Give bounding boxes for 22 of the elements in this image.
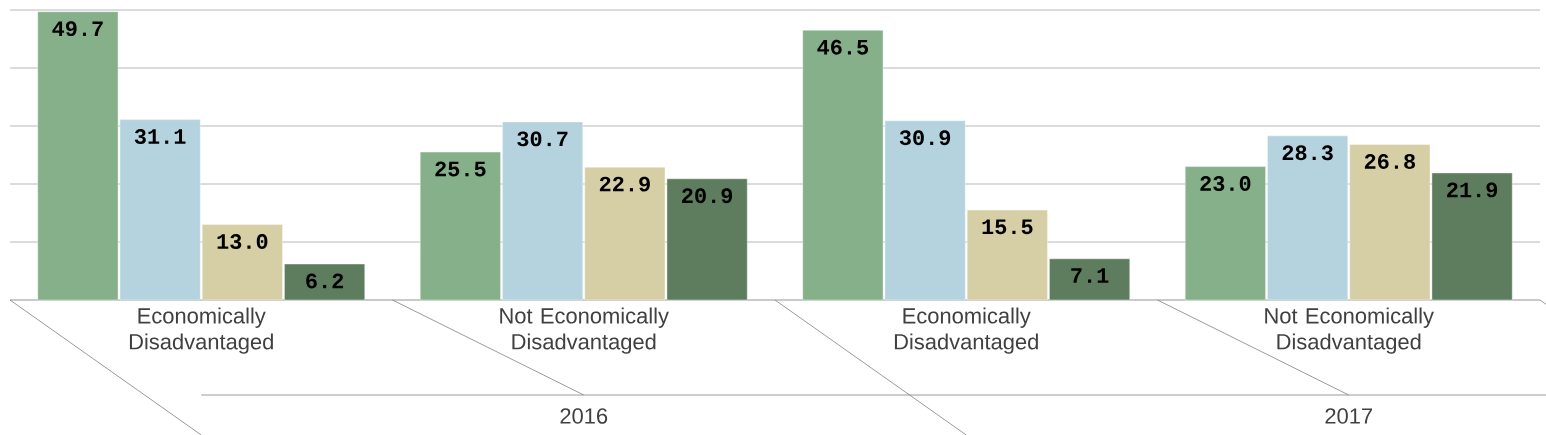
data-label: 15.5 (982, 219, 1033, 235)
data-label: 21.9 (1447, 182, 1498, 198)
x-tick-label: Not Economically Disadvantaged (500, 307, 669, 354)
data-label: 7.1 (1071, 268, 1109, 283)
data-label: 31.1 (134, 129, 186, 145)
x-tick-label: Economically Disadvantaged (129, 307, 273, 354)
data-label: 25.5 (435, 161, 486, 177)
data-label: 30.9 (899, 130, 951, 146)
data-label: 26.8 (1364, 154, 1415, 169)
data-label: 22.9 (599, 176, 650, 192)
x-tick-label: Economically Disadvantaged (894, 307, 1038, 354)
data-label: 6.2 (306, 273, 344, 289)
text: 2017 (1325, 408, 1373, 424)
data-label: 30.7 (517, 131, 568, 147)
x-tick-label: Not Economically Disadvantaged (1265, 307, 1434, 354)
data-label: 23.0 (1200, 176, 1251, 192)
text: 2016 (560, 408, 608, 424)
data-label: 13.0 (217, 234, 268, 250)
data-label: 28.3 (1282, 145, 1333, 161)
data-label: 46.5 (817, 39, 869, 55)
data-label: 49.7 (52, 21, 103, 37)
data-label: 20.9 (682, 188, 733, 204)
